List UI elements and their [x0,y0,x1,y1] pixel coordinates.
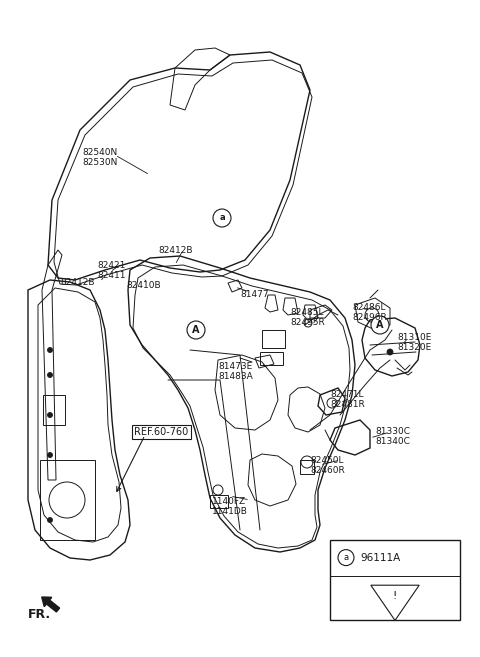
Circle shape [338,550,354,566]
Circle shape [387,349,393,355]
FancyArrow shape [42,597,60,612]
Circle shape [213,209,231,227]
Text: a: a [219,214,225,223]
Circle shape [187,321,205,339]
Text: FR.: FR. [28,608,51,622]
Text: 82485L
82495R: 82485L 82495R [290,308,325,327]
Text: !: ! [393,591,397,601]
Text: 81330C
81340C: 81330C 81340C [375,427,410,446]
Text: 96111A: 96111A [360,553,400,562]
Text: 81310E
81320E: 81310E 81320E [397,333,432,352]
Circle shape [48,373,52,378]
Circle shape [48,413,52,417]
Text: 82410B: 82410B [126,281,161,290]
Text: 1140FZ
1141DB: 1140FZ 1141DB [212,497,248,516]
Text: 82412B: 82412B [158,246,192,255]
Text: A: A [376,320,384,330]
Text: 82486L
82496R: 82486L 82496R [352,303,387,323]
Text: 81477: 81477 [240,290,269,299]
Text: 82421
82411: 82421 82411 [97,261,125,281]
Text: a: a [343,553,348,562]
Text: 82450L
82460R: 82450L 82460R [310,456,345,476]
Bar [330,540,460,620]
Circle shape [48,453,52,457]
Text: 81473E
81483A: 81473E 81483A [218,362,253,382]
Text: 82471L
82481R: 82471L 82481R [330,390,365,409]
Circle shape [371,316,389,334]
Text: 82540N
82530N: 82540N 82530N [82,148,118,168]
Text: A: A [192,325,200,335]
Circle shape [48,348,52,353]
Text: 82412B: 82412B [60,278,95,287]
Circle shape [48,518,52,522]
Text: REF.60-760: REF.60-760 [134,427,188,437]
